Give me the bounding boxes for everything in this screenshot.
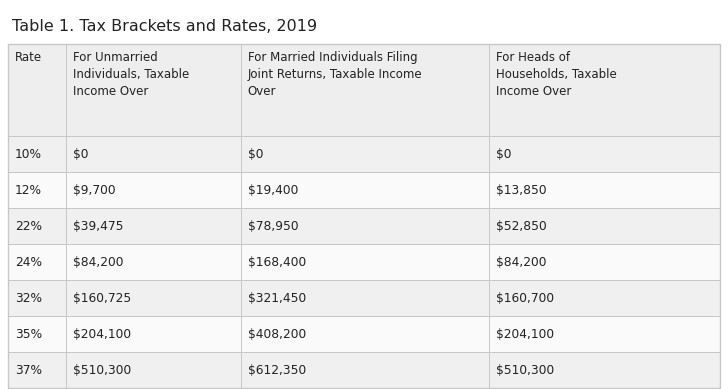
Text: 10%: 10% [15,147,42,161]
Text: $39,475: $39,475 [74,219,124,233]
Text: $0: $0 [74,147,89,161]
Bar [488,316,720,352]
Text: $78,950: $78,950 [248,219,298,233]
Text: $84,200: $84,200 [496,256,546,268]
Bar [8,208,66,244]
Bar [241,244,488,280]
Text: $204,100: $204,100 [496,328,554,340]
Bar [66,244,241,280]
Bar [66,172,241,208]
Bar [8,172,66,208]
Bar [488,136,720,172]
Bar [241,44,488,136]
Text: $408,200: $408,200 [248,328,306,340]
Text: 24%: 24% [15,256,42,268]
Text: $9,700: $9,700 [74,184,116,196]
Text: 35%: 35% [15,328,42,340]
Bar [8,44,66,136]
Text: $510,300: $510,300 [496,363,554,377]
Text: $510,300: $510,300 [74,363,132,377]
Text: $84,200: $84,200 [74,256,124,268]
Bar [8,280,66,316]
Bar [8,44,720,388]
Bar [241,316,488,352]
Bar [66,136,241,172]
Bar [8,244,66,280]
Text: $612,350: $612,350 [248,363,306,377]
Text: 22%: 22% [15,219,42,233]
Text: $168,400: $168,400 [248,256,306,268]
Bar [66,44,241,136]
Bar [66,316,241,352]
Text: $0: $0 [248,147,264,161]
Bar [8,136,66,172]
Text: $52,850: $52,850 [496,219,546,233]
Bar [488,44,720,136]
Text: For Unmarried
Individuals, Taxable
Income Over: For Unmarried Individuals, Taxable Incom… [74,51,189,98]
Text: 32%: 32% [15,291,42,305]
Bar [488,172,720,208]
Bar [241,352,488,388]
Bar [241,136,488,172]
Text: 12%: 12% [15,184,42,196]
Text: $160,700: $160,700 [496,291,554,305]
Bar [488,280,720,316]
Text: For Heads of
Households, Taxable
Income Over: For Heads of Households, Taxable Income … [496,51,617,98]
Text: $204,100: $204,100 [74,328,132,340]
Bar [66,208,241,244]
Bar [241,280,488,316]
Bar [66,280,241,316]
Text: $13,850: $13,850 [496,184,546,196]
Text: Rate: Rate [15,51,42,64]
Bar [488,352,720,388]
Text: $321,450: $321,450 [248,291,306,305]
Text: 37%: 37% [15,363,42,377]
Bar [241,172,488,208]
Bar [488,208,720,244]
Text: $160,725: $160,725 [74,291,132,305]
Bar [241,208,488,244]
Text: For Married Individuals Filing
Joint Returns, Taxable Income
Over: For Married Individuals Filing Joint Ret… [248,51,422,98]
Text: Table 1. Tax Brackets and Rates, 2019: Table 1. Tax Brackets and Rates, 2019 [12,19,317,33]
Bar [488,244,720,280]
Bar [8,352,66,388]
Bar [66,352,241,388]
Bar [8,316,66,352]
Text: $0: $0 [496,147,511,161]
Text: $19,400: $19,400 [248,184,298,196]
